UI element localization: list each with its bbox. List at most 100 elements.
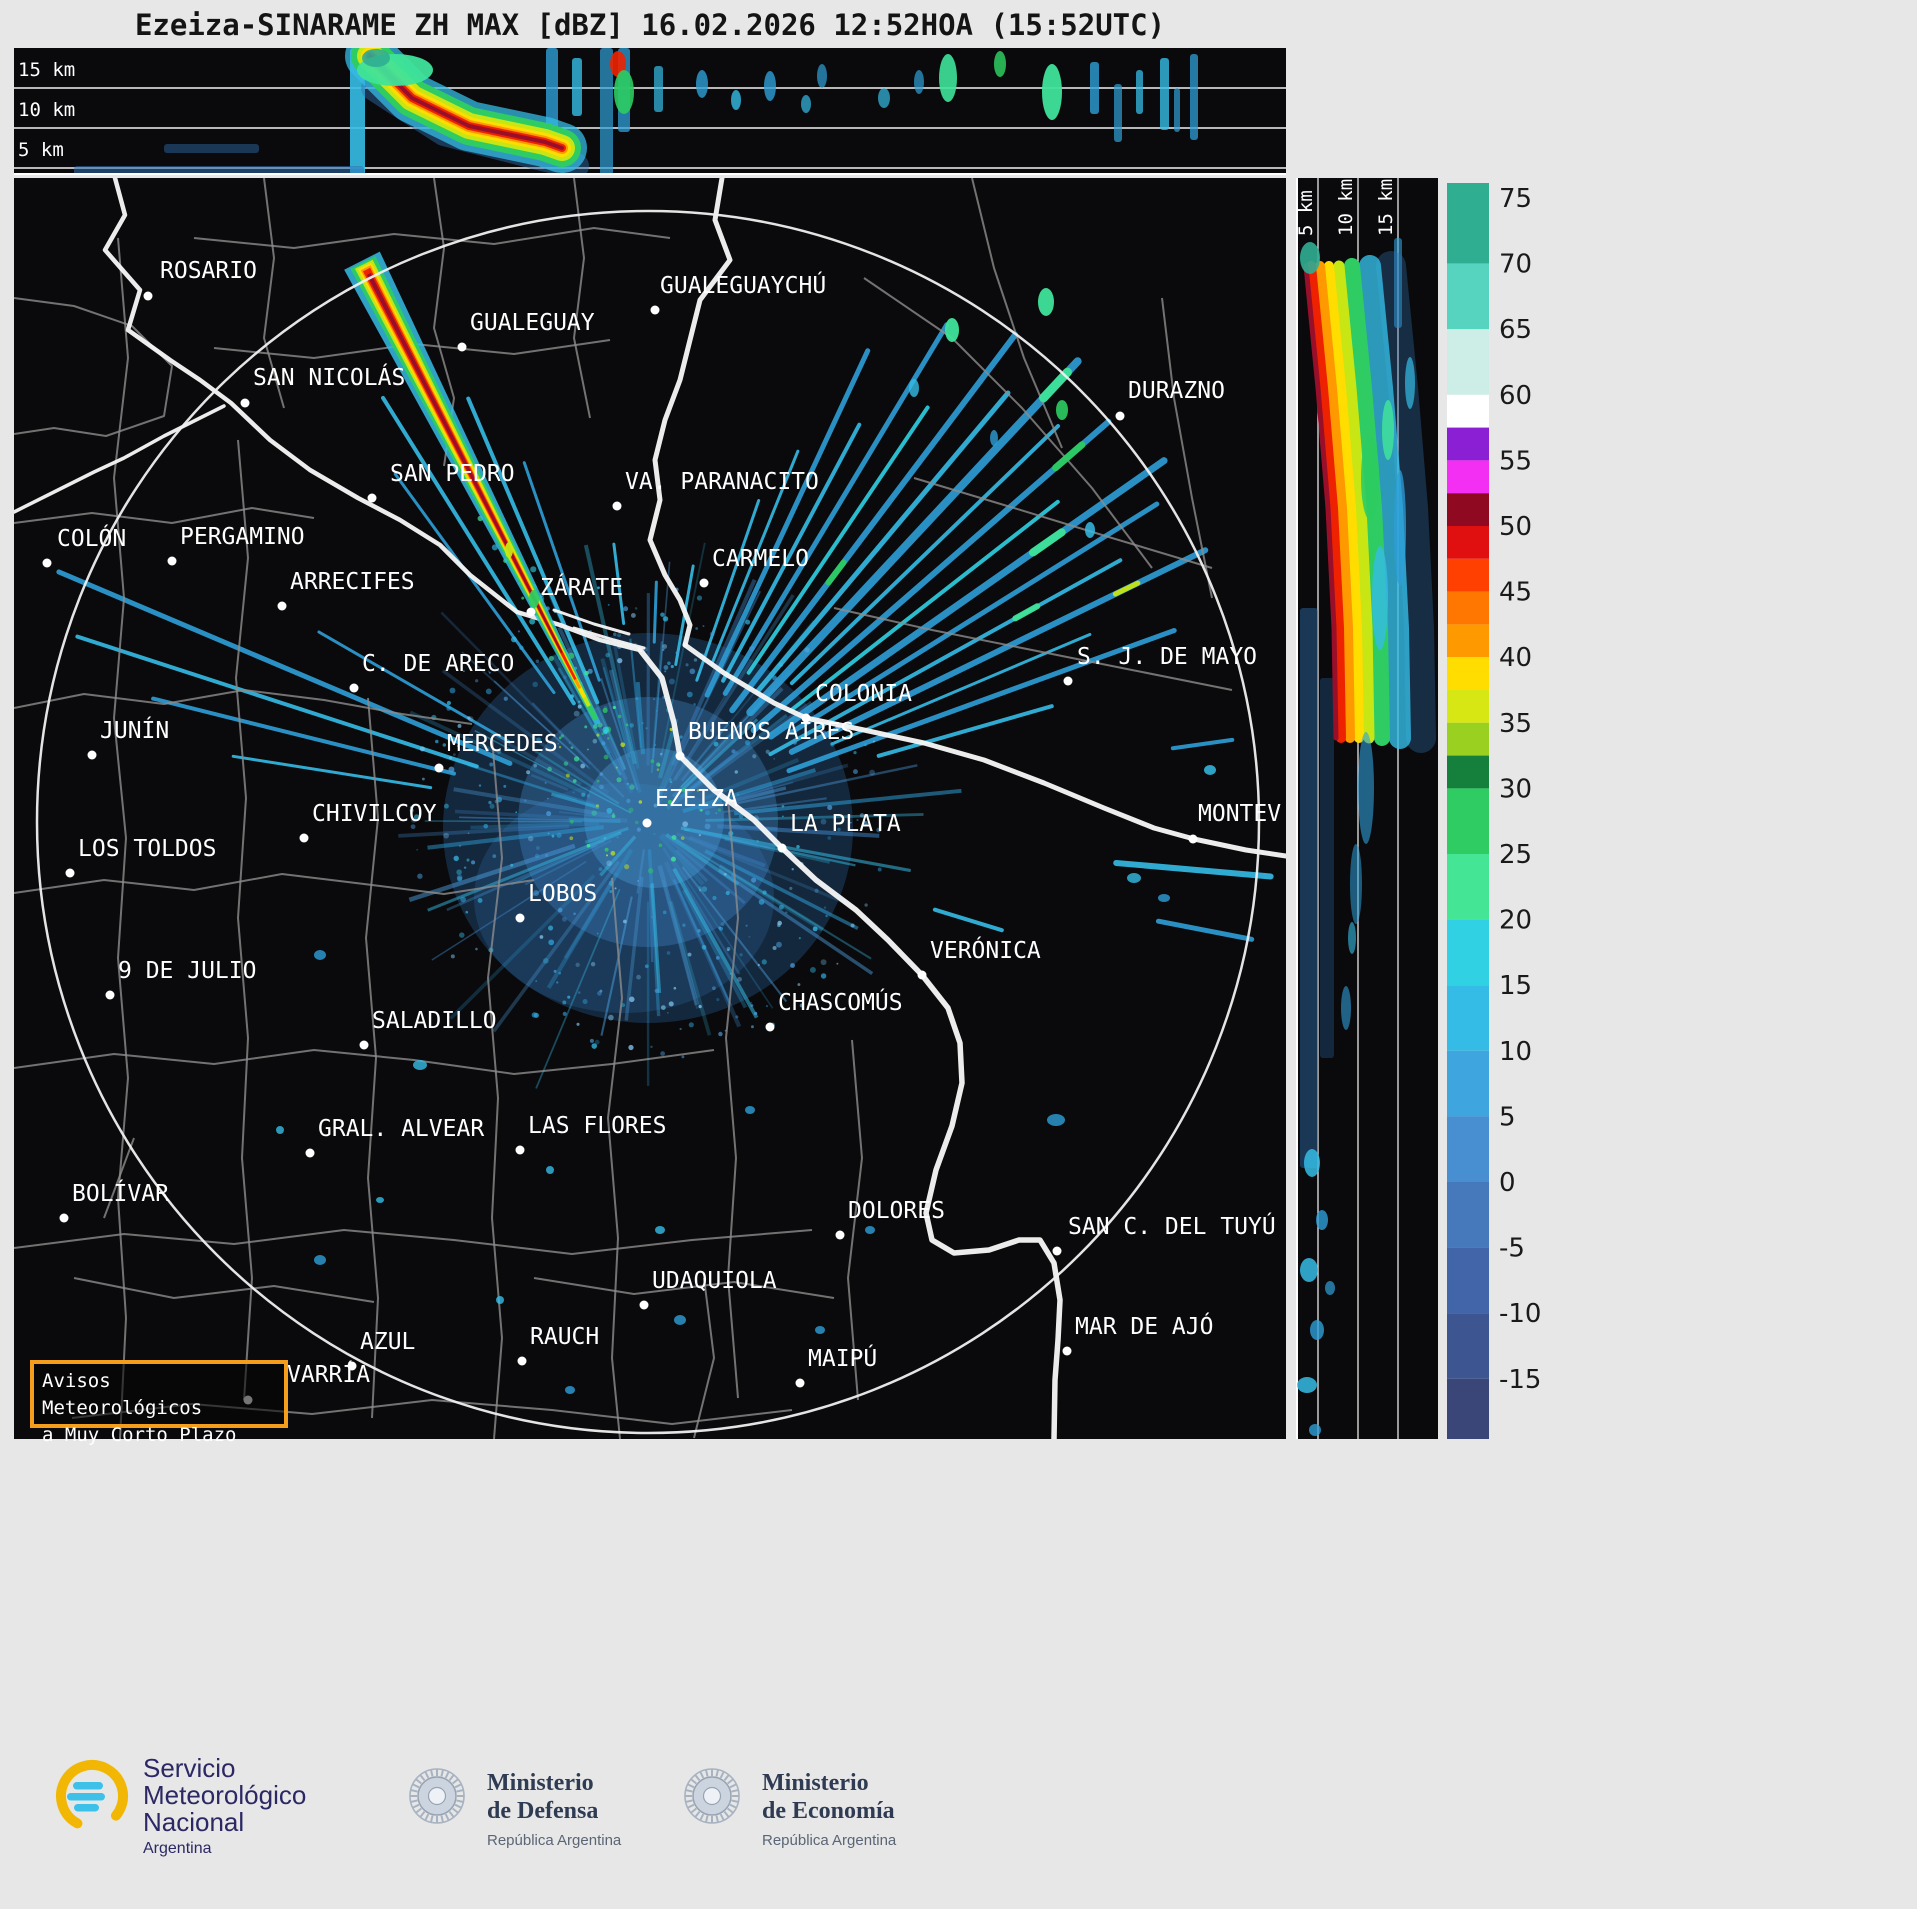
precip-speckle — [556, 832, 562, 838]
city-label: MERCEDES — [447, 731, 558, 757]
city-label: LA PLATA — [790, 811, 901, 837]
colorbar-tick-label: 5 — [1499, 1102, 1516, 1132]
echo-column — [572, 58, 582, 116]
colorbar-band — [1447, 460, 1489, 494]
precip-streak — [648, 885, 654, 963]
precip-speckle — [666, 951, 671, 955]
colorbar-tick-label: 15 — [1499, 971, 1532, 1001]
beam-speckle — [597, 722, 603, 728]
precip-speckle-green — [638, 800, 643, 804]
echo-column — [1160, 58, 1169, 130]
precip-speckle — [497, 749, 502, 754]
echo-blob — [1085, 522, 1095, 538]
precip-speckle — [446, 700, 452, 706]
river — [647, 178, 733, 648]
alert-line2: a Muy Corto Plazo — [42, 1424, 237, 1446]
precip-speckle-green — [616, 777, 622, 783]
footer: Servicio Meteorológico Nacional Argentin… — [0, 1439, 1917, 1909]
beam-speckle — [584, 670, 589, 676]
colorbar-band — [1447, 1116, 1489, 1182]
precip-speckle — [488, 800, 492, 805]
crest-ray — [412, 1783, 420, 1789]
precip-speckle — [533, 763, 538, 768]
precip-speckle — [629, 996, 635, 1003]
precip-streak — [671, 858, 774, 1009]
echo-column — [1136, 70, 1143, 114]
echo-column — [1190, 54, 1198, 140]
crest-ray — [687, 1803, 695, 1809]
spoke-green-dash — [1052, 441, 1086, 472]
echo-blob — [1297, 1377, 1317, 1393]
precip-speckle — [616, 632, 622, 638]
precip-speckle — [456, 874, 463, 881]
precip-speckle — [776, 941, 782, 948]
radial-spoke — [652, 580, 658, 644]
colorbar-band — [1447, 755, 1489, 789]
city-dot — [277, 601, 287, 611]
precip-speckle — [757, 963, 760, 967]
colorbar-band — [1447, 690, 1489, 723]
radial-spoke — [522, 461, 601, 682]
precip-speckle — [485, 688, 492, 695]
precip-speckle-green — [615, 766, 618, 769]
city-dot — [299, 833, 309, 843]
precip-speckle — [475, 947, 478, 951]
precip-streak — [652, 561, 671, 759]
precip-streak — [629, 638, 642, 749]
precip-speckle — [712, 986, 716, 991]
radar-map-panel: ROSARIO GUALEGUAYCHÚ GUALEGUAY SAN NICOLÁS D… — [14, 178, 1286, 1439]
precip-streak — [717, 824, 880, 838]
colorbar-tick-label: 40 — [1499, 643, 1532, 673]
colorbar-tick-label: 75 — [1499, 184, 1532, 214]
precip-speckle — [785, 911, 788, 914]
colorbar-band — [1447, 854, 1489, 920]
precip-streak — [557, 626, 627, 772]
precip-speckle-green — [667, 799, 673, 805]
precip-speckle — [820, 973, 827, 979]
colorbar-band — [1447, 493, 1489, 526]
precip-speckle — [544, 781, 547, 784]
precip-speckle — [662, 644, 668, 649]
colorbar-tick-label: 50 — [1499, 512, 1532, 542]
echo-blob — [817, 64, 827, 88]
precip-speckle — [715, 812, 718, 815]
precip-speckle-green — [647, 868, 654, 874]
precip-speckle — [704, 823, 711, 830]
precip-speckle-green — [681, 787, 687, 793]
echo-blob — [1127, 873, 1141, 883]
echo-blob — [815, 1326, 825, 1334]
echo-blob — [939, 54, 957, 102]
precip-streak — [729, 824, 778, 831]
precip-speckle — [488, 671, 491, 674]
radial-spoke — [932, 907, 1004, 933]
precip-speckle — [446, 706, 452, 711]
precip-streak — [474, 730, 632, 814]
city-dot — [1115, 411, 1125, 421]
city-dot — [434, 763, 444, 773]
precip-streak — [675, 849, 709, 883]
precip-speckle — [628, 1044, 634, 1051]
precip-speckle — [650, 1045, 653, 1049]
precip-speckle — [669, 780, 673, 784]
city-label: MAIPÚ — [808, 1344, 877, 1372]
smn-line3: Nacional — [143, 1807, 245, 1837]
precip-speckle — [546, 810, 552, 817]
precip-speckle — [519, 645, 524, 650]
crest-ray — [415, 1778, 422, 1785]
precip-streak — [458, 816, 628, 823]
precip-speckle — [716, 998, 720, 1002]
precip-streak — [635, 682, 646, 755]
precip-speckle-green — [573, 756, 580, 762]
city-dot — [87, 750, 97, 760]
radial-spoke — [729, 331, 1019, 714]
precip-speckle — [458, 844, 462, 848]
precip-speckle — [709, 631, 715, 637]
spoke-green-dash — [1039, 367, 1072, 403]
precip-speckle — [617, 658, 623, 664]
precip-streak — [493, 680, 589, 768]
crest-ray — [699, 1771, 705, 1779]
precip-streak — [662, 880, 699, 1010]
precip-speckle — [524, 799, 527, 802]
precip-streak — [531, 702, 625, 798]
precip-speckle — [443, 832, 450, 839]
